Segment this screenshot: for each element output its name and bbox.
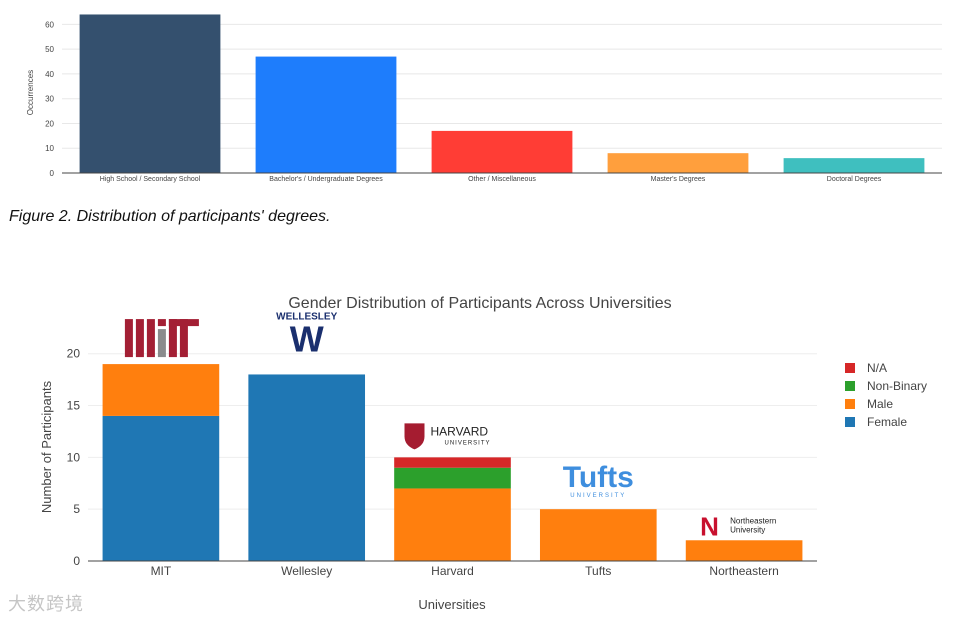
legend-label: Non-Binary [867, 379, 927, 393]
y-tick-label: 60 [45, 20, 54, 29]
x-tick-label: Northeastern [709, 564, 778, 578]
chart-title: Gender Distribution of Participants Acro… [288, 295, 671, 312]
mit-logo-bar [146, 319, 155, 358]
y-axis-title: Occurrences [26, 70, 35, 115]
harvard-logo: HARVARD UNIVERSITY [404, 423, 491, 450]
legend-swatch [845, 381, 855, 391]
bar-segment-male [394, 488, 511, 561]
legend-label: Female [867, 415, 907, 429]
x-axis-title: Universities [418, 597, 486, 612]
bar-segment-male [685, 540, 803, 561]
mit-logo: MIT [124, 319, 199, 358]
y-axis-title: Number of Participants [39, 380, 54, 513]
x-tick-label: Master's Degrees [651, 176, 706, 183]
bar-segment-male [539, 509, 657, 561]
x-tick-label: High School / Secondary School [100, 176, 201, 183]
degree-bar [255, 56, 397, 174]
mit-logo-bar [124, 319, 133, 358]
degree-bar [783, 158, 925, 173]
mit-logo-bar [168, 319, 177, 358]
degree-bar [607, 153, 749, 173]
tufts-logo-subtext: UNIVERSITY [570, 493, 626, 499]
x-tick-label: Tufts [585, 564, 611, 578]
gender-distribution-chart: Gender Distribution of Participants Acro… [39, 295, 927, 612]
x-tick-label: Doctoral Degrees [827, 176, 882, 183]
figure-caption: Figure 2. Distribution of participants' … [9, 208, 331, 225]
bar-segment-non-binary [394, 467, 511, 489]
wellesley-logo-text: WELLESLEY [276, 311, 337, 322]
legend-swatch [845, 417, 855, 427]
northeastern-logo-glyph: N [700, 511, 719, 541]
y-tick-label: 15 [67, 399, 81, 413]
x-tick-label: Harvard [431, 564, 474, 578]
harvard-logo-subtext: UNIVERSITY [445, 440, 491, 446]
legend-swatch [845, 399, 855, 409]
y-tick-label: 50 [45, 45, 54, 54]
northeastern-logo-subtext: University [730, 525, 765, 534]
harvard-logo-text: HARVARD [431, 424, 489, 438]
bar-segment-male [102, 364, 220, 416]
y-tick-label: 20 [45, 119, 54, 128]
x-tick-label: Bachelor's / Undergraduate Degrees [269, 176, 383, 183]
y-tick-label: 30 [45, 95, 54, 104]
legend-label: Male [867, 397, 893, 411]
x-tick-label: Other / Miscellaneous [468, 176, 536, 183]
mit-logo-bar [157, 329, 166, 358]
bar-segment-female [102, 415, 220, 561]
degree-bar [79, 14, 221, 173]
y-tick-label: 0 [73, 554, 80, 568]
legend-swatch [845, 363, 855, 373]
x-tick-label: MIT [151, 564, 172, 578]
tufts-logo-text: Tufts [563, 461, 634, 494]
y-tick-label: 5 [73, 502, 80, 516]
harvard-shield-icon [404, 423, 425, 450]
degrees-bar-chart: 0 10 20 30 40 50 60 Occurrences High School / Se… [26, 14, 942, 183]
mit-logo-bar [179, 319, 188, 358]
y-tick-label: 20 [67, 347, 81, 361]
bar-segment-n-a [394, 457, 511, 468]
y-tick-label: 0 [50, 169, 55, 178]
y-tick-label: 10 [45, 144, 54, 153]
mit-logo-bar [157, 319, 166, 327]
wellesley-logo-glyph: W [290, 318, 324, 359]
mit-logo-bar [168, 319, 199, 327]
degree-bar [431, 130, 573, 173]
northeastern-logo-text: Northeastern [730, 516, 776, 525]
y-tick-label: 40 [45, 70, 54, 79]
y-tick-label: 10 [67, 450, 81, 464]
x-tick-label: Wellesley [281, 564, 332, 578]
watermark-logo: 大数跨境 [8, 594, 84, 615]
legend-label: N/A [867, 361, 887, 375]
mit-logo-bar [135, 319, 144, 358]
bar-segment-female [248, 374, 366, 561]
